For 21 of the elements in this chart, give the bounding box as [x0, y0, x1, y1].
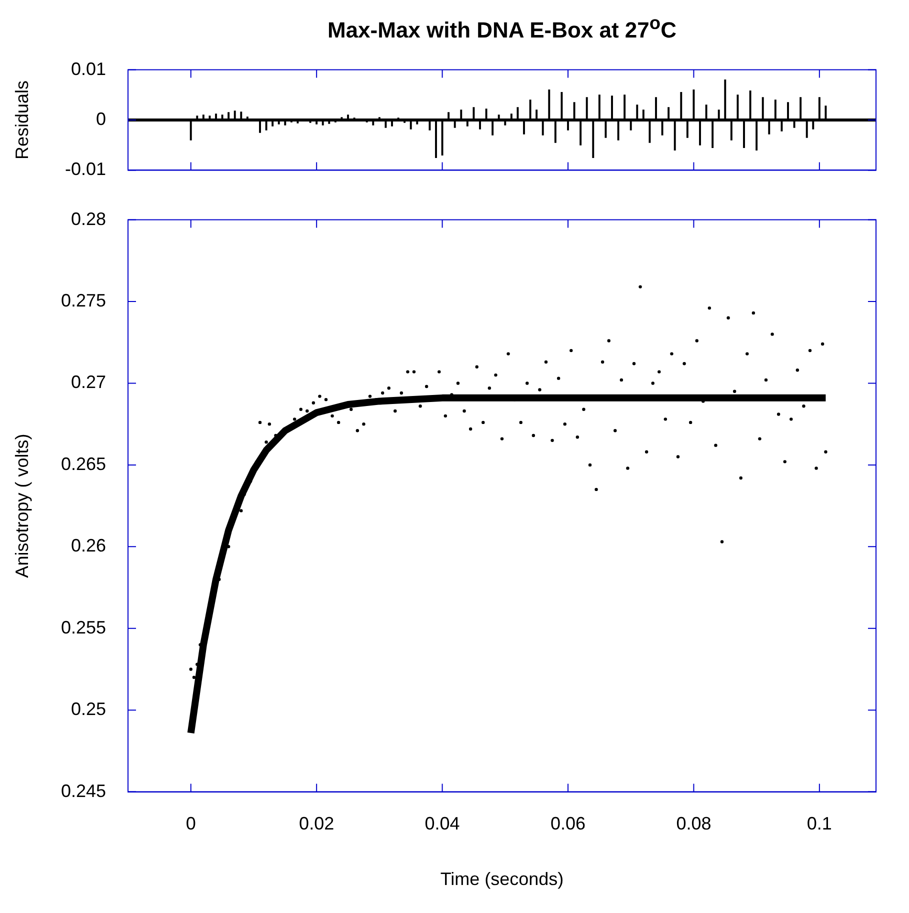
y-tick-label: 0.265 — [60, 454, 106, 474]
x-tick-label: 0.06 — [550, 814, 586, 834]
y-tick-label: 0.27 — [70, 372, 106, 393]
x-tick-label: 0.1 — [806, 814, 832, 834]
y-axis-title: Residuals — [12, 80, 32, 160]
x-tick-label: 0 — [186, 814, 196, 834]
y-axis-title: Anisotropy ( volts) — [12, 434, 32, 578]
y-tick-label: -0.01 — [64, 159, 106, 180]
y-tick-label: 0.01 — [70, 59, 106, 80]
y-tick-label: 0 — [96, 109, 106, 130]
x-tick-label: 0.08 — [676, 814, 712, 834]
y-tick-label: 0.25 — [70, 699, 106, 720]
x-axis-title: Time (seconds) — [440, 869, 564, 890]
y-tick-label: 0.255 — [60, 618, 106, 638]
y-tick-label: 0.275 — [60, 290, 106, 311]
y-tick-label: 0.26 — [70, 536, 106, 556]
x-tick-label: 0.02 — [299, 814, 334, 834]
chart-title: Max-Max with DNA E-Box at 27$^{o}$C — [326, 11, 678, 44]
x-tick-label: 0.04 — [424, 814, 460, 834]
y-tick-label: 0.245 — [60, 781, 106, 802]
y-tick-label: 0.28 — [70, 209, 106, 230]
